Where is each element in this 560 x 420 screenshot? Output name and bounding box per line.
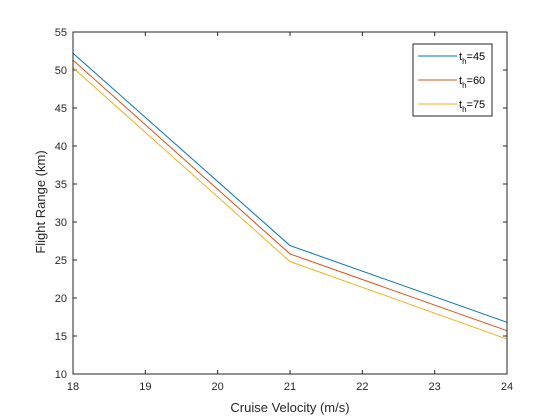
legend-label-base: t bbox=[459, 99, 462, 111]
data-point bbox=[289, 244, 291, 247]
legend-label-base: t bbox=[459, 75, 462, 87]
x-tick-label: 23 bbox=[429, 381, 441, 393]
axes-box bbox=[72, 31, 508, 375]
series-layer bbox=[72, 52, 508, 340]
legend-label: th=60 bbox=[459, 75, 485, 90]
legend-label-suffix: =45 bbox=[467, 51, 486, 63]
x-tick-label: 24 bbox=[501, 381, 513, 393]
y-tick-label: 55 bbox=[55, 27, 67, 39]
x-tick-label: 22 bbox=[356, 381, 368, 393]
axes-frame bbox=[72, 31, 508, 375]
y-tick-label: 25 bbox=[55, 255, 67, 267]
x-axis-label: Cruise Velocity (m/s) bbox=[230, 400, 349, 415]
legend-label: th=45 bbox=[459, 51, 485, 66]
x-tick-label: 21 bbox=[284, 381, 296, 393]
y-tick-label: 45 bbox=[55, 103, 67, 115]
x-tick-label: 18 bbox=[67, 381, 79, 393]
y-tick-label: 10 bbox=[55, 369, 67, 381]
y-tick-label: 50 bbox=[55, 65, 67, 77]
data-point bbox=[289, 260, 291, 263]
legend-entry: th=75 bbox=[418, 99, 485, 114]
legend-label-subscript: h bbox=[462, 81, 466, 90]
y-tick-label: 15 bbox=[55, 331, 67, 343]
y-tick-label: 20 bbox=[55, 293, 67, 305]
legend-label: th=75 bbox=[459, 99, 485, 114]
legend-label-suffix: =75 bbox=[467, 99, 486, 111]
x-tick-label: 19 bbox=[139, 381, 151, 393]
legend-entry: th=45 bbox=[418, 51, 485, 66]
legend-label-base: t bbox=[459, 51, 462, 63]
x-tick-label: 20 bbox=[212, 381, 224, 393]
data-point bbox=[289, 253, 291, 255]
legend-label-suffix: =60 bbox=[467, 75, 486, 87]
y-tick-label: 35 bbox=[55, 179, 67, 191]
y-tick-label: 30 bbox=[55, 217, 67, 229]
axis-ticks: 18 19 20 21 22 23 24 10 15 20 25 30 35 40 45 50 55 bbox=[55, 27, 513, 393]
y-tick-label: 40 bbox=[55, 141, 67, 153]
legend-entry: th=60 bbox=[418, 75, 485, 90]
legend-label-subscript: h bbox=[462, 105, 466, 114]
legend-label-subscript: h bbox=[462, 57, 466, 66]
y-axis-label: Flight Range (km) bbox=[33, 150, 48, 253]
